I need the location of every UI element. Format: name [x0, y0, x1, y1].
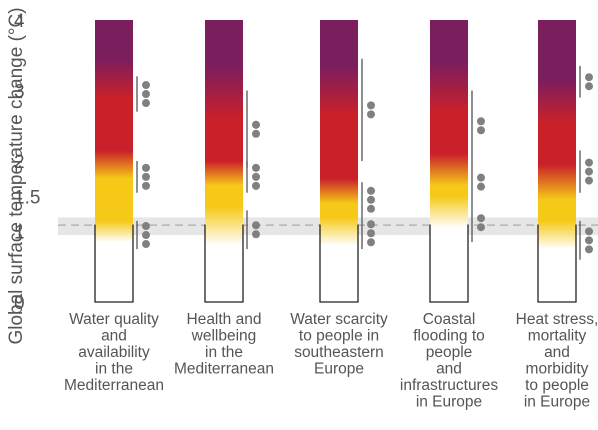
confidence-dot [367, 101, 375, 110]
ember-bar-outline [94, 224, 134, 303]
confidence-dot [367, 229, 375, 238]
ember-bar [205, 20, 243, 302]
confidence-dot [477, 214, 485, 223]
confidence-dot [142, 163, 150, 172]
confidence-dot [252, 120, 260, 129]
confidence-dot [585, 245, 593, 254]
ember-bar [538, 20, 576, 302]
category-label: Coastal flooding to people and infrastructur… [400, 311, 498, 411]
confidence-dot [142, 231, 150, 240]
category-label: Health and wellbeing in the Mediterranean [174, 311, 274, 378]
y-axis-label-group: Global surface temperature change (°C) [6, 7, 27, 344]
category-labels: Water quality and availability in the Medite… [64, 311, 598, 411]
confidence-dot [585, 176, 593, 185]
y-tick-label: 0 [14, 293, 25, 314]
ember-bars [94, 20, 577, 303]
y-tick-label: 2 [14, 152, 25, 173]
ember-bar-outline [319, 224, 359, 303]
y-tick-label: 3 [14, 82, 25, 103]
confidence-dot [585, 227, 593, 236]
confidence-dot [142, 81, 150, 90]
y-axis-ticks: 0 1 1.5 2 3 4 [14, 11, 40, 314]
y-tick-label: 1 [14, 223, 25, 244]
confidence-dot [252, 129, 260, 138]
confidence-marks [136, 58, 593, 260]
confidence-dot [367, 110, 375, 119]
confidence-dot [252, 181, 260, 190]
y-axis-label: Global surface temperature change (°C) [6, 7, 27, 344]
ember-bar-outline [429, 224, 469, 303]
confidence-dot [585, 167, 593, 176]
confidence-dot [252, 163, 260, 172]
category-label: Heat stress, mortality and morbidity to peop… [516, 311, 598, 411]
confidence-dot [142, 181, 150, 190]
confidence-dot [585, 73, 593, 82]
category-label: Water quality and availability in the Medite… [64, 311, 164, 394]
confidence-dot [367, 195, 375, 204]
confidence-dot [477, 182, 485, 191]
confidence-dot [142, 172, 150, 181]
ember-bar [320, 20, 358, 302]
confidence-dot [142, 240, 150, 249]
confidence-dot [367, 238, 375, 247]
category-label: Water scarcity to people in southeastern Eu… [290, 311, 388, 378]
confidence-dot [367, 204, 375, 213]
confidence-dot [252, 221, 260, 230]
confidence-dot [477, 117, 485, 126]
confidence-dot [252, 230, 260, 239]
confidence-dot [585, 158, 593, 167]
ember-bar [95, 20, 133, 302]
ember-bar-outline [537, 224, 577, 303]
confidence-dot [585, 82, 593, 91]
confidence-dot [367, 186, 375, 195]
confidence-dot [477, 126, 485, 135]
confidence-dot [252, 172, 260, 181]
y-tick-label: 4 [14, 11, 25, 32]
confidence-dot [477, 223, 485, 232]
ember-bar [430, 20, 468, 302]
confidence-dot [585, 236, 593, 245]
y-tick-label: 1.5 [14, 187, 40, 208]
confidence-dot [142, 90, 150, 99]
confidence-dot [367, 220, 375, 229]
confidence-dot [477, 173, 485, 182]
confidence-dot [142, 99, 150, 108]
ember-bar-outline [204, 224, 244, 303]
confidence-dot [142, 222, 150, 231]
